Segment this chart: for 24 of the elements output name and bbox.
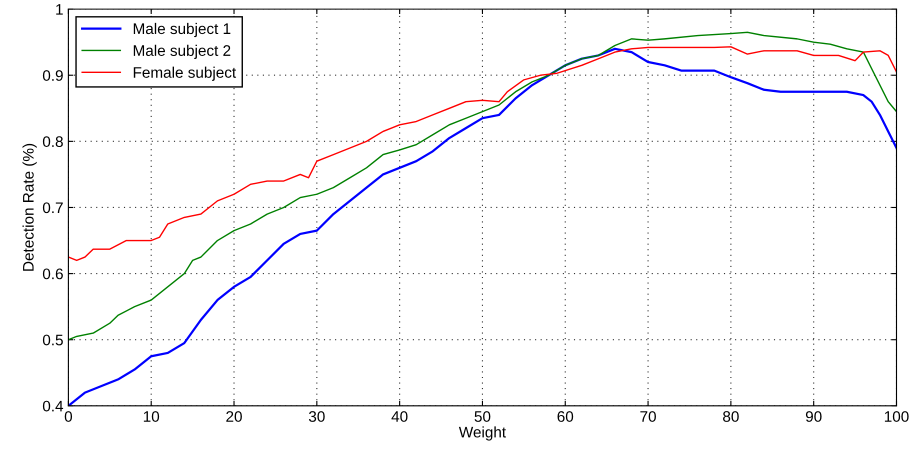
legend-label: Male subject 1 [134,22,230,38]
x-tick-label: 10 [144,411,160,422]
x-tick-label: 20 [226,411,242,422]
x-tick-label: 90 [806,411,822,422]
x-tick-label: 100 [884,411,909,422]
line-series [68,46,896,262]
x-tick-label: 70 [640,411,656,422]
x-axis-title: Weight [458,426,506,441]
y-tick-label: 0.7 [42,202,63,214]
x-tick-label: 40 [391,411,408,422]
y-axis-title: Detection Rate (%) [22,144,37,271]
x-tick-label: 50 [474,411,490,422]
x-tick-label: 30 [308,411,325,422]
x-tick-label: 0 [64,411,72,422]
y-tick-label: 1 [56,4,63,15]
legend-label: Male subject 2 [134,44,230,59]
y-tick-label: 0.5 [42,334,63,346]
x-tick-label: 60 [558,411,574,422]
x-tick-label: 80 [723,411,739,422]
y-tick-label: 0.8 [42,136,63,148]
y-tick-label: 0.9 [42,70,63,81]
y-tick-label: 0.4 [42,400,64,412]
legend-label: Female subject [134,66,236,81]
y-tick-label: 0.6 [42,268,63,280]
